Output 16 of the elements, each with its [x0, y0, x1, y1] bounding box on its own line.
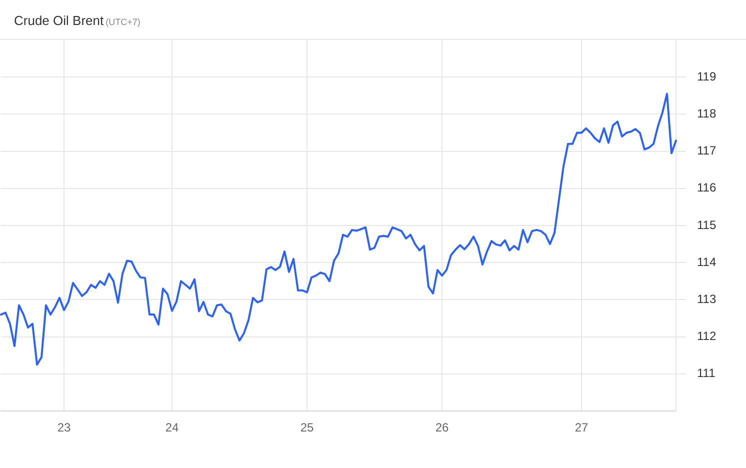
x-tick-label: 23	[57, 420, 71, 435]
y-tick-label: 116	[697, 180, 716, 195]
y-tick-label: 117	[697, 144, 716, 158]
y-tick-label: 111	[697, 366, 716, 380]
y-tick-label: 115	[697, 218, 716, 232]
x-tick-label: 27	[574, 420, 588, 435]
x-tick-label: 25	[300, 420, 314, 435]
y-tick-label: 112	[697, 329, 716, 344]
chart-title: Crude Oil Brent	[14, 13, 104, 28]
y-tick-label: 113	[697, 292, 716, 306]
x-tick-label: 26	[435, 420, 449, 435]
x-tick-label: 24	[165, 420, 179, 435]
chart-subtitle: (UTC+7)	[106, 17, 140, 27]
y-tick-label: 119	[697, 69, 716, 84]
y-tick-label: 118	[697, 106, 716, 121]
y-tick-label: 114	[697, 254, 716, 269]
